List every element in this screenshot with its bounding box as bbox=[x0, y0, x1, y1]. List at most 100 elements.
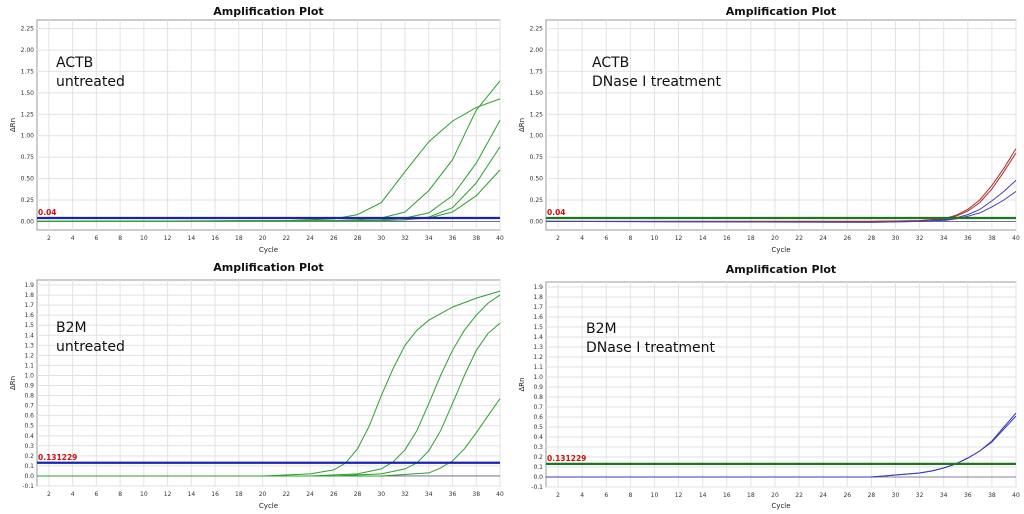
chart-title: Amplification Plot bbox=[726, 5, 836, 18]
y-tick-label: 1.2 bbox=[533, 354, 543, 361]
x-tick-label: 18 bbox=[235, 235, 243, 242]
x-tick-label: 30 bbox=[892, 492, 900, 499]
y-tick-label: 2.00 bbox=[530, 47, 544, 54]
x-tick-label: 30 bbox=[377, 491, 385, 498]
y-axis-label: ΔRn bbox=[518, 377, 526, 391]
y-tick-label: 1.4 bbox=[24, 332, 34, 339]
plot-area bbox=[545, 281, 1017, 488]
series-line-2 bbox=[37, 294, 501, 477]
x-tick-label: 2 bbox=[556, 235, 560, 242]
y-tick-label: 0.25 bbox=[530, 197, 544, 204]
x-tick-label: 32 bbox=[401, 491, 409, 498]
y-axis-label: ΔRn bbox=[9, 118, 17, 132]
x-tick-label: 12 bbox=[164, 235, 172, 242]
x-tick-label: 4 bbox=[580, 492, 584, 499]
x-tick-label: 34 bbox=[425, 491, 433, 498]
y-tick-label: 1.6 bbox=[24, 312, 34, 319]
x-tick-label: 40 bbox=[496, 235, 504, 242]
x-tick-label: 28 bbox=[868, 235, 876, 242]
series-line-2 bbox=[546, 415, 1017, 478]
y-tick-label: 0.5 bbox=[24, 423, 34, 430]
threshold-label: 0.131229 bbox=[547, 454, 586, 463]
x-tick-label: 12 bbox=[675, 235, 683, 242]
x-tick-label: 26 bbox=[843, 492, 851, 499]
x-axis-label: Cycle bbox=[259, 502, 278, 510]
x-tick-label: 8 bbox=[118, 491, 122, 498]
x-tick-label: 38 bbox=[988, 492, 996, 499]
y-tick-label: 1.50 bbox=[21, 90, 35, 97]
series-line-4 bbox=[37, 398, 501, 477]
y-tick-label: 1.4 bbox=[533, 334, 543, 341]
x-tick-label: 28 bbox=[354, 491, 362, 498]
chart-panel-actb-dnase: 0.00 0.25 0.50 0.75 1.00 1.25 1.50 1.75 2.00 2.25… bbox=[518, 5, 1020, 254]
y-tick-label: 2.25 bbox=[21, 26, 35, 33]
x-tick-label: 22 bbox=[282, 235, 290, 242]
y-tick-label: 1.7 bbox=[533, 304, 543, 311]
x-tick-label: 36 bbox=[449, 235, 457, 242]
x-tick-label: 26 bbox=[330, 491, 338, 498]
y-tick-label: 1.00 bbox=[21, 133, 35, 140]
x-tick-label: 32 bbox=[916, 492, 924, 499]
x-tick-label: 10 bbox=[140, 491, 148, 498]
y-tick-label: 1.25 bbox=[530, 111, 544, 118]
y-tick-label: 0.50 bbox=[21, 176, 35, 183]
y-tick-label: 0.0 bbox=[24, 473, 34, 480]
x-tick-label: 2 bbox=[47, 235, 51, 242]
y-tick-label: -0.1 bbox=[531, 484, 543, 491]
x-tick-label: 4 bbox=[580, 235, 584, 242]
x-tick-label: 32 bbox=[916, 235, 924, 242]
x-tick-label: 40 bbox=[1012, 492, 1020, 499]
chart-title: Amplification Plot bbox=[213, 261, 323, 274]
x-tick-label: 8 bbox=[628, 235, 632, 242]
x-tick-label: 28 bbox=[354, 235, 362, 242]
threshold-label: 0.131229 bbox=[38, 453, 77, 462]
x-tick-label: 6 bbox=[604, 492, 608, 499]
y-tick-label: 0.2 bbox=[24, 453, 34, 460]
y-tick-label: 1.0 bbox=[24, 372, 34, 379]
x-tick-label: 6 bbox=[604, 235, 608, 242]
x-tick-label: 34 bbox=[940, 492, 948, 499]
y-tick-label: 0.3 bbox=[24, 443, 34, 450]
series-line-3 bbox=[37, 322, 501, 477]
x-tick-label: 4 bbox=[71, 235, 75, 242]
annotation-line: DNase I treatment bbox=[586, 340, 716, 356]
series-line-1 bbox=[36, 98, 501, 222]
x-tick-label: 20 bbox=[259, 235, 267, 242]
x-tick-label: 10 bbox=[651, 492, 659, 499]
x-tick-label: 20 bbox=[771, 492, 779, 499]
x-tick-label: 34 bbox=[425, 235, 433, 242]
chart-panel-b2m-dnase: -0.1 0.0 0.1 0.2 0.3 0.4 0.5 0.6 0.7 0.8 0.9 1.0 1.1… bbox=[518, 263, 1020, 510]
x-tick-label: 10 bbox=[140, 235, 148, 242]
x-tick-label: 16 bbox=[723, 492, 731, 499]
chart-title: Amplification Plot bbox=[726, 263, 836, 276]
x-tick-label: 8 bbox=[118, 235, 122, 242]
y-tick-label: 0.7 bbox=[533, 404, 543, 411]
plot-area bbox=[545, 19, 1017, 231]
x-tick-label: 6 bbox=[94, 235, 98, 242]
y-axis-label: ΔRn bbox=[518, 118, 526, 132]
y-tick-label: 0.0 bbox=[533, 474, 543, 481]
y-tick-label: 1.2 bbox=[24, 352, 34, 359]
y-tick-label: 0.8 bbox=[533, 394, 543, 401]
x-tick-label: 22 bbox=[282, 491, 290, 498]
x-axis-label: Cycle bbox=[771, 502, 790, 510]
y-tick-label: 0.00 bbox=[21, 218, 35, 225]
y-tick-label: 1.5 bbox=[24, 322, 34, 329]
annotation-line: B2M bbox=[586, 321, 617, 337]
y-tick-label: 0.2 bbox=[533, 454, 543, 461]
threshold-label: 0.04 bbox=[547, 208, 566, 217]
y-tick-label: 0.6 bbox=[24, 413, 34, 420]
x-tick-label: 38 bbox=[988, 235, 996, 242]
annotation-line: DNase I treatment bbox=[592, 74, 722, 90]
x-tick-label: 30 bbox=[377, 235, 385, 242]
x-tick-label: 14 bbox=[188, 235, 196, 242]
x-tick-label: 26 bbox=[843, 235, 851, 242]
y-tick-label: 0.50 bbox=[530, 176, 544, 183]
x-tick-label: 14 bbox=[699, 235, 707, 242]
y-tick-label: -0.1 bbox=[22, 483, 34, 490]
x-tick-label: 26 bbox=[330, 235, 338, 242]
x-tick-label: 38 bbox=[472, 491, 480, 498]
x-tick-label: 16 bbox=[723, 235, 731, 242]
y-tick-label: 0.9 bbox=[24, 383, 34, 390]
y-tick-label: 0.6 bbox=[533, 414, 543, 421]
